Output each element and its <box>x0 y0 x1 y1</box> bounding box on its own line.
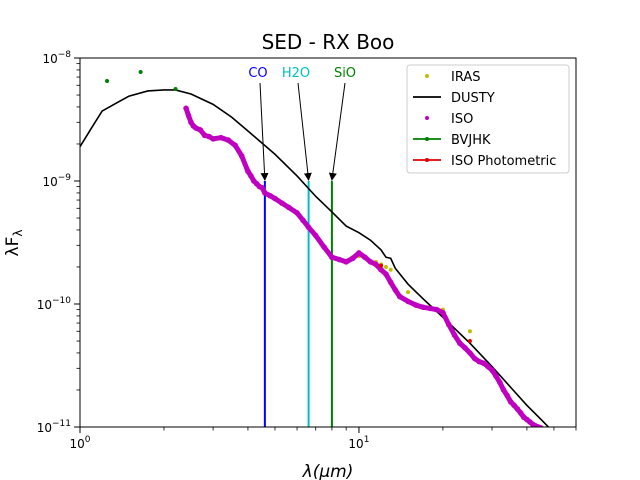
legend-label: DUSTY <box>451 91 495 106</box>
legend-item-bvjhk: BVJHK <box>413 133 491 148</box>
annotation-label-co: CO <box>248 66 267 81</box>
y-tick-label: 10−11 <box>37 419 71 435</box>
legend-label: IRAS <box>451 70 481 85</box>
legend-marker <box>425 116 429 120</box>
legend-marker <box>425 158 429 162</box>
y-axis: 10−11 10−10 10−9 10−8 <box>37 50 80 435</box>
point-bvjhk <box>173 86 178 91</box>
legend-item-iso: ISO <box>425 112 473 127</box>
point-iras <box>388 267 393 272</box>
y-axis-label-main: λF <box>3 237 23 257</box>
point-bvjhk <box>105 79 110 84</box>
chart-title: SED - RX Boo <box>262 30 395 54</box>
series-line-dusty <box>80 89 550 427</box>
annotation-label-sio: SiO <box>334 66 356 81</box>
legend-item-iras: IRAS <box>425 70 481 85</box>
annotation-arrow-h2o <box>297 82 312 181</box>
legend-box <box>406 64 570 174</box>
point-iras <box>406 290 411 295</box>
legend-item-dusty: DUSTY <box>413 91 495 106</box>
series-band-iso <box>183 107 543 427</box>
plot-area <box>80 69 550 427</box>
y-tick-label: 10−8 <box>42 50 71 66</box>
legend-item-iso-photometric: ISO Photometric <box>413 154 556 169</box>
legend-marker <box>425 74 429 78</box>
y-tick-label: 10−10 <box>37 296 72 312</box>
x-axis-label: λ(μm) <box>302 462 354 480</box>
point-iras <box>467 329 472 334</box>
legend-label: ISO <box>451 112 473 127</box>
annotation-arrow-sio <box>328 82 346 181</box>
x-tick-label: 101 <box>348 435 369 451</box>
y-axis-label: λFλ <box>3 230 25 257</box>
y-tick-label: 10−9 <box>42 173 71 189</box>
legend-label: ISO Photometric <box>451 154 556 169</box>
legend-marker <box>425 137 429 141</box>
point-iras <box>383 264 388 269</box>
x-tick-label: 100 <box>69 435 90 451</box>
point-iso-photometric <box>467 339 472 344</box>
point-bvjhk <box>138 69 143 74</box>
x-axis: 100 101 <box>69 427 577 451</box>
point-iso-photometric <box>379 263 384 268</box>
plot-frame <box>79 57 577 428</box>
annotation-group: CO H2O SiO <box>248 66 356 181</box>
y-axis-label-subscript: λ <box>11 230 25 237</box>
legend: IRAS DUSTY ISO BVJHK ISO Photometric <box>406 64 570 174</box>
legend-label: BVJHK <box>451 133 491 148</box>
annotation-arrow-co <box>259 82 269 181</box>
annotation-label-h2o: H2O <box>282 66 310 81</box>
